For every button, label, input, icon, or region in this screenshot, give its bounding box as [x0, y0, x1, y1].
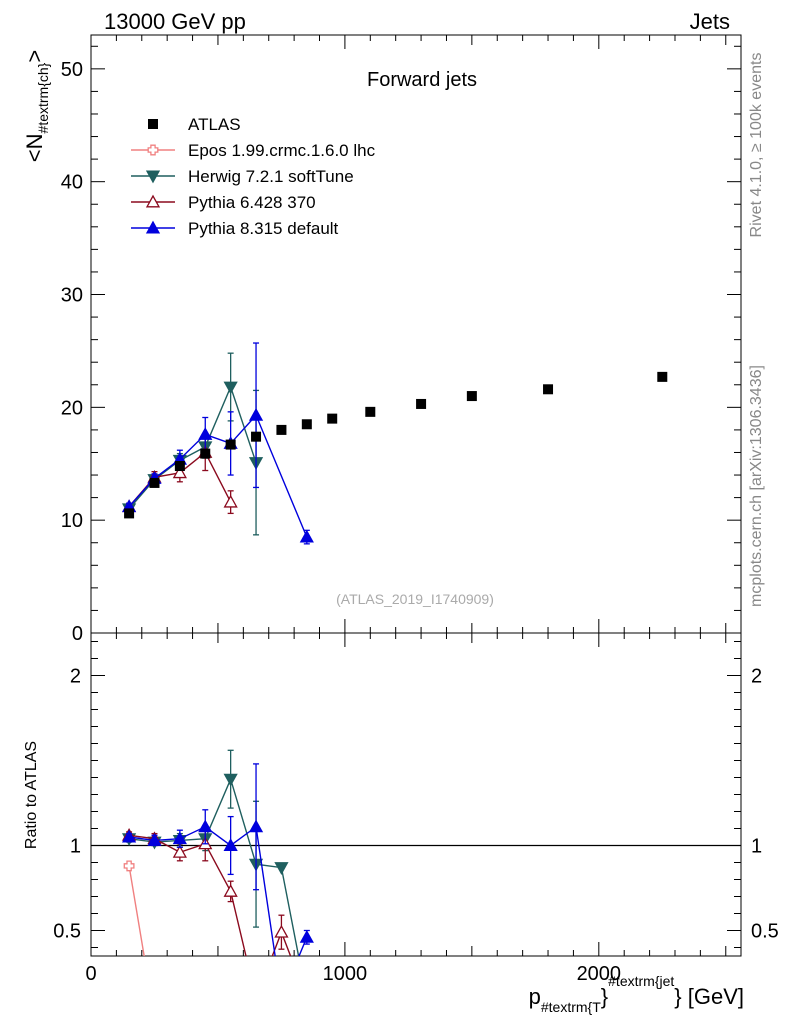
main-atlas-point [251, 431, 262, 442]
ratio-epos-point [141, 960, 151, 970]
ratio-herwig-point [274, 862, 289, 875]
ratio-herwig-series [121, 749, 313, 1005]
main-atlas-series [124, 371, 668, 519]
ratio-pythia8-point [147, 833, 162, 846]
ratio-pythia8-series [121, 763, 314, 1004]
ratio-pythia8-point [275, 993, 287, 1004]
ratio-ytick-label-right: 2 [751, 666, 762, 688]
main-atlas-point [466, 391, 477, 402]
main-atlas-point [174, 461, 185, 472]
ratio-frame [90, 632, 742, 957]
legend-epos-label: Epos 1.99.crmc.1.6.0 lhc [188, 141, 376, 160]
ratio-pythia8-point [299, 929, 314, 943]
xlabel-sup: #textrm{jet [608, 973, 674, 989]
main-ylabel-sub: #textrm{ch} [35, 62, 51, 133]
legend-pythia6-label: Pythia 6.428 370 [188, 193, 316, 212]
ratio-pythia8-point [248, 819, 264, 833]
ratio-data [121, 749, 314, 1005]
header-left: 13000 GeV pp [104, 9, 246, 34]
ratio-ytick-label: 2 [70, 666, 81, 688]
main-pythia6-series [121, 433, 238, 515]
main-herwig-point [223, 381, 238, 395]
main-atlas-point [200, 448, 211, 459]
main-ytick-label: 0 [72, 623, 83, 645]
main-atlas-point [301, 419, 312, 430]
ratio-pythia8-point [223, 838, 238, 851]
main-atlas-point [124, 508, 135, 519]
header-right: Jets [690, 9, 730, 34]
legend: ATLAS Epos 1.99.crmc.1.6.0 lhc Herwig 7.2.… [131, 115, 376, 238]
ratio-pythia6-point [250, 993, 262, 1004]
main-atlas-point [543, 384, 554, 395]
xlabel-unit: } [GeV] [674, 984, 744, 1009]
main-pythia6-point [172, 465, 187, 479]
ratio-pythia8-point [198, 819, 213, 833]
ratio-herwig-point [301, 994, 313, 1005]
legend-pythia8-label: Pythia 8.315 default [188, 219, 339, 238]
rivet-label: Rivet 4.1.0, ≥ 100k events [748, 53, 765, 238]
main-pythia8-point [198, 427, 213, 440]
ratio-herwig-line [128, 777, 300, 956]
main-data [121, 342, 668, 545]
main-ytick-label: 10 [61, 510, 83, 532]
ratio-ylabel: Ratio to ATLAS [23, 741, 40, 849]
ratio-xtick-label: 1000 [323, 963, 368, 985]
main-ytick-label: 40 [61, 172, 83, 194]
ratio-ytick-label: 1 [70, 836, 81, 858]
ratio-pythia6-line [128, 834, 292, 956]
legend-herwig-label: Herwig 7.2.1 softTune [188, 167, 354, 186]
main-ylabel: <N#textrm{ch}> [22, 50, 51, 162]
ratio-epos-point [123, 860, 135, 872]
legend-herwig-marker [145, 170, 161, 184]
legend-pythia6-marker [145, 194, 161, 208]
legend-epos-marker [147, 144, 159, 156]
ratio-ytick-label: 0.5 [53, 921, 81, 943]
main-atlas-point [657, 371, 668, 382]
main-pythia8-point [299, 529, 314, 543]
ratio-ytick-label-right: 0.5 [751, 921, 779, 943]
main-pythia8-point [248, 407, 264, 421]
main-herwig-series [121, 352, 264, 536]
ratio-xtick-label: 0 [85, 963, 96, 985]
main-atlas-point [416, 398, 427, 409]
main-atlas-point [365, 406, 376, 417]
ratio-epos-series [123, 860, 151, 970]
main-atlas-point [225, 439, 236, 450]
main-pythia6-point [223, 494, 238, 508]
ratio-herwig-point [223, 773, 238, 787]
main-atlas-point [149, 477, 160, 488]
ratio-pythia6-point [274, 924, 289, 938]
ratio-pythia8-line [128, 825, 308, 956]
legend-atlas-marker [148, 119, 158, 129]
main-axes: 0 10 20 30 40 50 [61, 34, 742, 645]
main-ylabel-end: > [22, 50, 47, 63]
xlabel-main: p [529, 984, 541, 1009]
xlabel-sub: #textrm{T [541, 999, 601, 1015]
main-atlas-point [276, 424, 287, 435]
ratio-pythia8-point [172, 831, 187, 845]
main-atlas-point [327, 413, 338, 424]
ratio-pythia8-point [121, 829, 137, 843]
analysis-watermark: (ATLAS_2019_I1740909) [336, 591, 494, 607]
main-ylabel-main: <N [22, 133, 47, 162]
main-ytick-label: 20 [61, 397, 83, 419]
ratio-xtick-label: 2000 [577, 963, 622, 985]
ratio-xlabel: p#textrm{T}#textrm{jet} [GeV] [529, 973, 744, 1015]
main-pythia8-series [121, 342, 314, 545]
xlabel-close: } [601, 984, 608, 1009]
legend-pythia8-marker [145, 220, 161, 234]
ratio-epos-line [128, 865, 145, 956]
ratio-ytick-label-right: 1 [751, 836, 762, 858]
main-ytick-label: 30 [61, 285, 83, 307]
legend-atlas-label: ATLAS [188, 115, 241, 134]
main-ytick-label: 50 [61, 59, 83, 81]
ratio-axes: 0 1000 2000 0.5 0.5 1 1 2 2 [53, 632, 779, 985]
ratio-pythia6-point [172, 844, 187, 858]
ratio-pythia6-point [223, 884, 238, 897]
main-title: Forward jets [367, 69, 477, 91]
ratio-pythia6-point [301, 993, 313, 1004]
mcplots-label: mcplots.cern.ch [arXiv:1306.3436] [748, 365, 765, 607]
ratio-pythia6-series [121, 826, 313, 1004]
